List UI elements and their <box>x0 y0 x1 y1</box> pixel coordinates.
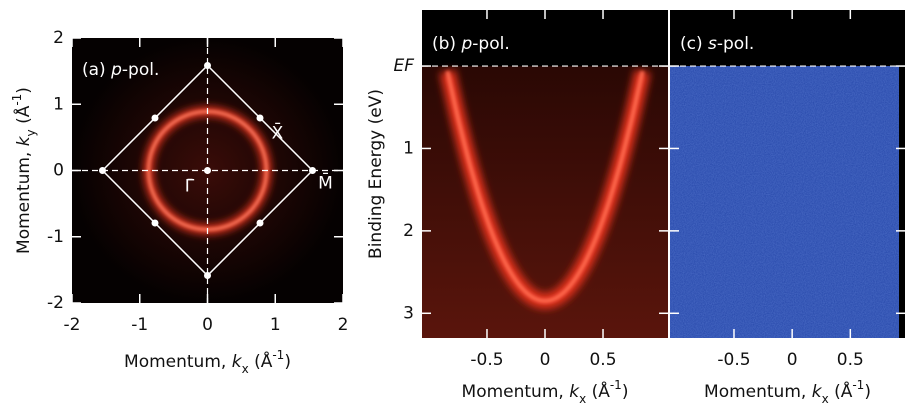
x-axis-label-part: ) <box>622 382 629 402</box>
y-tick-label: -1 <box>47 227 64 247</box>
x-axis-label-part: ) <box>284 352 291 372</box>
x-tick-label: 0 <box>202 315 213 335</box>
panel-title-part: (a) <box>82 60 111 80</box>
x-axis-label-part: Momentum, <box>124 352 232 372</box>
x-axis-label-part: Momentum, <box>704 382 812 402</box>
x-axis-label-part: (Å <box>829 380 853 402</box>
symmetry-point <box>204 61 211 69</box>
symmetry-point <box>256 219 264 227</box>
x-tick-label: -0.5 <box>717 350 750 370</box>
x-axis-label: Momentum, kx (Å-1) <box>704 378 871 404</box>
x-axis-label-part: -1 <box>610 378 622 392</box>
image-noise <box>670 66 899 339</box>
band <box>445 70 645 303</box>
symmetry-point <box>98 167 106 174</box>
panel-title: (a) p-pol. <box>82 60 159 80</box>
y-axis-label-part: k <box>14 135 34 146</box>
symmetry-point <box>204 272 211 280</box>
panel-title-part: (c) <box>680 34 708 54</box>
symmetry-point <box>256 114 264 122</box>
x-axis-label-part: Momentum, <box>462 382 570 402</box>
x-tick-label: -2 <box>64 315 81 335</box>
symmetry-point <box>309 167 317 174</box>
x-axis-label-part: (Å <box>249 350 273 372</box>
y-axis-label-part: Momentum, <box>14 146 34 254</box>
x-axis-label: Momentum, kx (Å-1) <box>124 348 291 376</box>
panel-title-part: p <box>110 60 122 80</box>
y-axis-label-part: y <box>24 129 38 136</box>
symmetry-point <box>204 167 211 174</box>
x-tick-label: 0.5 <box>837 350 864 370</box>
y-axis-label-part: ) <box>14 87 34 94</box>
y-tick-label: 1 <box>53 94 64 114</box>
x-tick-label: 0 <box>787 350 798 370</box>
x-axis-label-part: -1 <box>272 348 284 362</box>
x-tick-label: 0 <box>540 350 551 370</box>
symmetry-point <box>151 114 159 122</box>
x-axis-label-part: ) <box>864 382 871 402</box>
panel-title: (b) p-pol. <box>432 34 510 54</box>
x-axis-label-part: (Å <box>586 380 610 402</box>
y-tick-label: 2 <box>403 221 414 241</box>
x-axis-label-part: x <box>822 392 829 404</box>
symmetry-point <box>151 219 159 227</box>
panel-title-part: s <box>708 34 717 54</box>
y-axis-label-part: (Å <box>12 105 34 129</box>
x-axis-label-part: k <box>812 382 823 402</box>
panel-title-part: -pol. <box>472 34 509 54</box>
x-axis-label-part: x <box>242 362 249 376</box>
panel-title-part: -pol. <box>122 60 159 80</box>
symmetry-label: M̄ <box>318 171 333 193</box>
y-axis-label: Momentum, ky (Å-1) <box>10 87 38 254</box>
x-axis-label-part: k <box>232 352 243 372</box>
y-tick-label: 3 <box>403 303 414 323</box>
panel-title-part: -pol. <box>717 34 754 54</box>
x-axis-label-part: x <box>579 392 586 404</box>
x-tick-label: 2 <box>338 315 349 335</box>
y-tick-label: -2 <box>47 293 64 313</box>
symmetry-label: X̄ <box>272 121 284 143</box>
y-axis-label: Binding Energy (eV) <box>366 89 386 259</box>
y-axis-label-part: Binding Energy (eV) <box>366 89 386 259</box>
panel-title-part: (b) <box>432 34 461 54</box>
y-tick-label: 0 <box>53 161 64 181</box>
x-axis-label-part: -1 <box>852 378 864 392</box>
x-tick-label: 0.5 <box>589 350 616 370</box>
y-axis-label-part: -1 <box>10 94 24 106</box>
panel-title-part: p <box>460 34 472 54</box>
x-tick-label: -0.5 <box>470 350 503 370</box>
x-tick-label: 1 <box>270 315 281 335</box>
x-axis-label-part: k <box>569 382 580 402</box>
symmetry-label: Γ̄ <box>185 177 195 197</box>
x-tick-label: -1 <box>131 315 148 335</box>
y-tick-label: EF <box>393 56 414 76</box>
y-tick-label: 1 <box>403 138 414 158</box>
y-tick-label: 2 <box>53 28 64 48</box>
panel-title: (c) s-pol. <box>680 34 754 54</box>
x-axis-label: Momentum, kx (Å-1) <box>462 378 629 404</box>
